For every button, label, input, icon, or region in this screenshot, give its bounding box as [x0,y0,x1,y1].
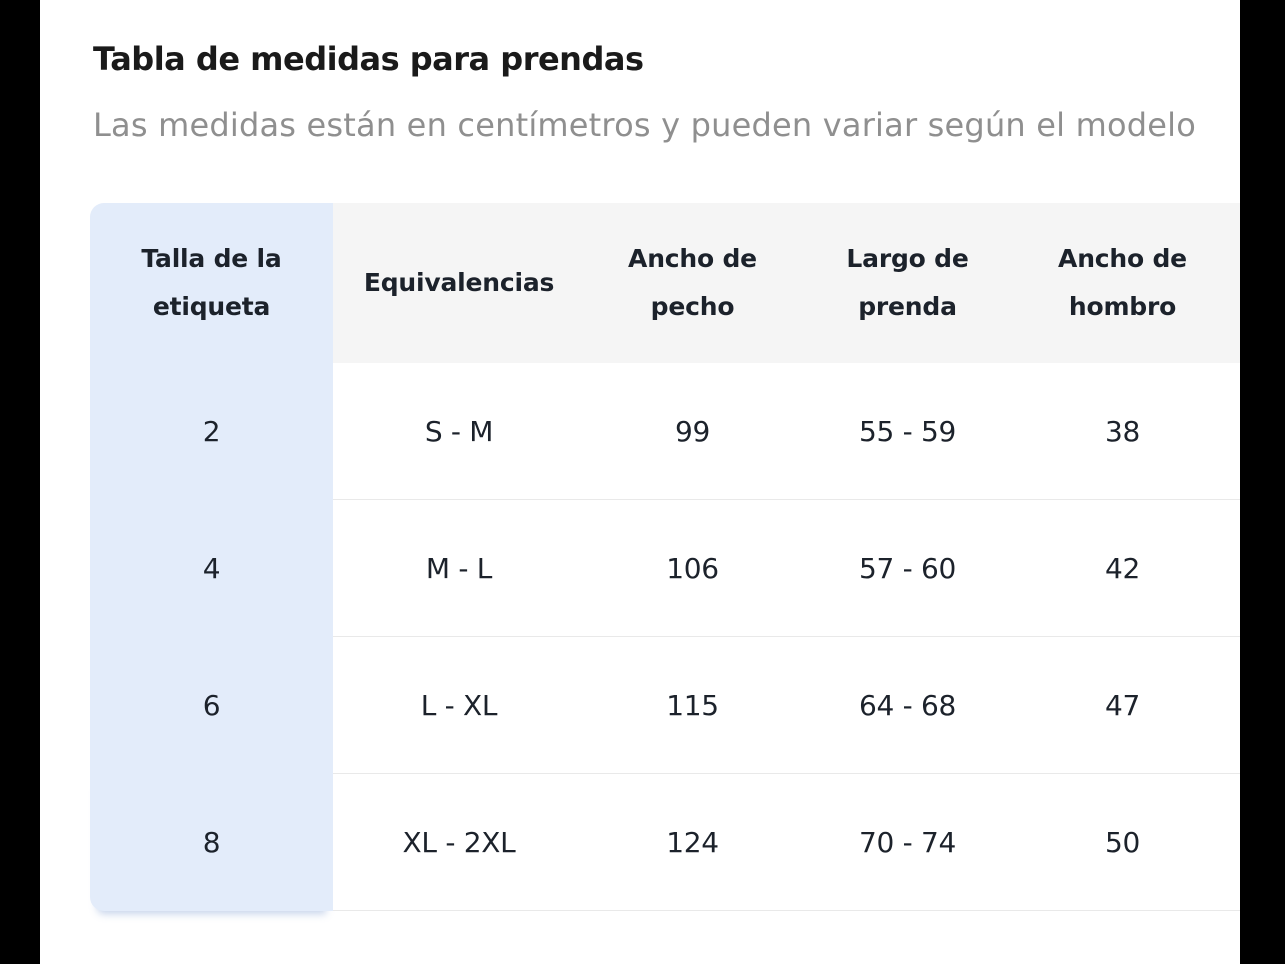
cell-garment-length: 57 - 60 [800,500,1015,637]
right-letterbox-bar [1240,0,1285,964]
cell-garment-length: 70 - 74 [800,774,1015,911]
column-header-garment-length: Largo de prenda [800,203,1015,363]
cell-shoulder-width: 42 [1015,500,1230,637]
column-header-label-size: Talla de la etiqueta [90,203,333,363]
size-table: Talla de la etiqueta Equivalencias Ancho… [90,203,1240,911]
size-table-body: 2 S - M 99 55 - 59 38 4 M - L 106 57 - 6… [90,363,1240,911]
cell-shoulder-width: 38 [1015,363,1230,500]
size-chart-content: Tabla de medidas para prendas Las medida… [40,0,1240,964]
cell-chest-width: 124 [585,774,800,911]
cell-equivalence: M - L [333,500,585,637]
header-row: Talla de la etiqueta Equivalencias Ancho… [90,203,1240,363]
cell-label-size: 6 [90,637,333,774]
cell-clipped [1230,637,1240,774]
cell-shoulder-width: 47 [1015,637,1230,774]
left-letterbox-bar [0,0,40,964]
column-header-shoulder-width: Ancho de hombro [1015,203,1230,363]
cell-label-size: 8 [90,774,333,911]
column-header-clipped [1230,203,1240,363]
cell-clipped [1230,774,1240,911]
cell-label-size: 4 [90,500,333,637]
cell-equivalence: XL - 2XL [333,774,585,911]
cell-equivalence: S - M [333,363,585,500]
size-table-header: Talla de la etiqueta Equivalencias Ancho… [90,203,1240,363]
cell-clipped [1230,500,1240,637]
page-subtitle: Las medidas están en centímetros y puede… [93,106,1197,144]
table-row: 8 XL - 2XL 124 70 - 74 50 [90,774,1240,911]
column-header-equivalence: Equivalencias [333,203,585,363]
cell-chest-width: 115 [585,637,800,774]
cell-garment-length: 55 - 59 [800,363,1015,500]
cell-clipped [1230,363,1240,500]
table-row: 4 M - L 106 57 - 60 42 [90,500,1240,637]
cell-chest-width: 99 [585,363,800,500]
cell-equivalence: L - XL [333,637,585,774]
page-title: Tabla de medidas para prendas [93,40,644,78]
cell-label-size: 2 [90,363,333,500]
cell-shoulder-width: 50 [1015,774,1230,911]
table-row: 2 S - M 99 55 - 59 38 [90,363,1240,500]
table-row: 6 L - XL 115 64 - 68 47 [90,637,1240,774]
column-header-chest-width: Ancho de pecho [585,203,800,363]
cell-garment-length: 64 - 68 [800,637,1015,774]
size-table-scroll-area[interactable]: Talla de la etiqueta Equivalencias Ancho… [90,203,1240,911]
cell-chest-width: 106 [585,500,800,637]
